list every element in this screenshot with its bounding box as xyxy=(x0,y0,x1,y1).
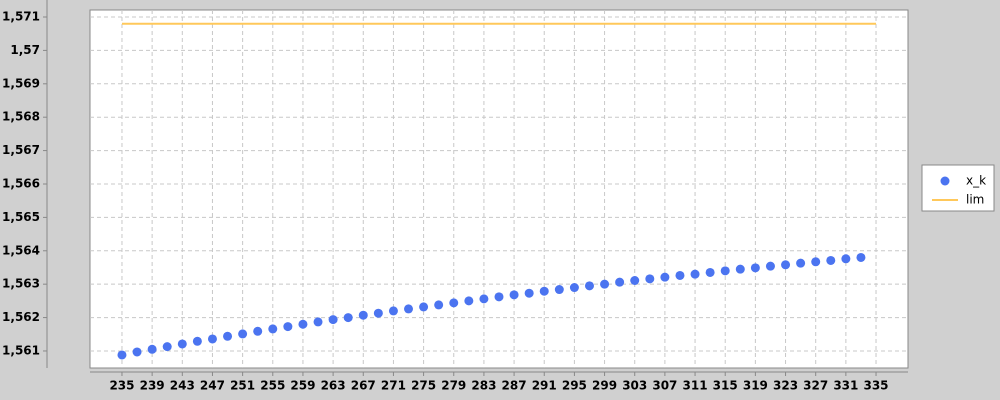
point xyxy=(434,300,444,310)
legend-swatch xyxy=(940,176,950,186)
y-tick-label: 1,563 xyxy=(2,277,40,291)
point xyxy=(750,263,760,273)
x-tick-label: 283 xyxy=(471,379,496,393)
point xyxy=(509,290,519,300)
point xyxy=(192,336,202,346)
x-tick-label: 259 xyxy=(290,379,315,393)
y-tick-label: 1,57 xyxy=(10,43,40,57)
point xyxy=(373,308,383,318)
x-tick-label: 307 xyxy=(652,379,677,393)
point xyxy=(162,342,172,352)
plot-area xyxy=(89,9,909,369)
x-tick-label: 243 xyxy=(170,379,195,393)
point xyxy=(494,292,504,302)
x-tick-label: 291 xyxy=(532,379,557,393)
x-tick-label: 279 xyxy=(441,379,466,393)
point xyxy=(283,322,293,332)
point xyxy=(841,254,851,264)
y-tick-label: 1,564 xyxy=(2,243,40,257)
point xyxy=(856,252,866,262)
point xyxy=(584,281,594,291)
y-tick-label: 1,561 xyxy=(2,343,40,357)
point xyxy=(765,261,775,271)
point xyxy=(796,258,806,268)
point xyxy=(554,285,564,295)
point xyxy=(132,347,142,357)
point xyxy=(735,264,745,274)
x-tick-label: 271 xyxy=(381,379,406,393)
point xyxy=(449,298,459,308)
y-tick-label: 1,568 xyxy=(2,110,40,124)
point xyxy=(826,255,836,265)
y-tick-label: 1,565 xyxy=(2,210,40,224)
point xyxy=(358,310,368,320)
point xyxy=(117,350,127,360)
x-tick-label: 247 xyxy=(200,379,225,393)
point xyxy=(207,334,217,344)
point xyxy=(313,317,323,327)
point xyxy=(268,324,278,334)
x-tick-label: 311 xyxy=(683,379,708,393)
point xyxy=(238,329,248,339)
x-tick-label: 255 xyxy=(260,379,285,393)
point xyxy=(479,294,489,304)
x-tick-label: 335 xyxy=(863,379,888,393)
point xyxy=(343,313,353,323)
point xyxy=(464,296,474,306)
point xyxy=(645,274,655,284)
x-tick-label: 315 xyxy=(713,379,738,393)
point xyxy=(177,339,187,349)
y-tick-label: 1,566 xyxy=(2,176,40,190)
x-tick-label: 331 xyxy=(833,379,858,393)
point xyxy=(660,272,670,282)
legend-label: x_k xyxy=(966,174,986,188)
y-tick-label: 1,569 xyxy=(2,76,40,90)
point xyxy=(388,306,398,316)
point xyxy=(600,279,610,289)
point xyxy=(419,302,429,312)
point xyxy=(328,315,338,325)
point xyxy=(524,288,534,298)
x-tick-label: 267 xyxy=(351,379,376,393)
x-tick-label: 251 xyxy=(230,379,255,393)
point xyxy=(253,326,263,336)
y-tick-label: 1,571 xyxy=(2,10,40,24)
point xyxy=(720,266,730,276)
point xyxy=(675,270,685,280)
x-tick-label: 235 xyxy=(109,379,134,393)
x-tick-label: 263 xyxy=(321,379,346,393)
legend xyxy=(921,164,995,212)
x-tick-label: 327 xyxy=(803,379,828,393)
point xyxy=(690,269,700,279)
x-tick-label: 319 xyxy=(743,379,768,393)
x-tick-label: 303 xyxy=(622,379,647,393)
point xyxy=(705,267,715,277)
x-tick-label: 295 xyxy=(562,379,587,393)
point xyxy=(569,283,579,293)
point xyxy=(539,286,549,296)
point xyxy=(615,277,625,287)
point xyxy=(781,260,791,270)
x-tick-label: 323 xyxy=(773,379,798,393)
x-tick-label: 299 xyxy=(592,379,617,393)
point xyxy=(811,257,821,267)
x-tick-label: 239 xyxy=(140,379,165,393)
legend-label: lim xyxy=(966,193,984,207)
point xyxy=(404,304,414,314)
point xyxy=(630,276,640,286)
point xyxy=(298,319,308,329)
point xyxy=(147,344,157,354)
x-tick-label: 275 xyxy=(411,379,436,393)
y-tick-label: 1,562 xyxy=(2,310,40,324)
point xyxy=(223,331,233,341)
x-tick-label: 287 xyxy=(502,379,527,393)
y-tick-label: 1,567 xyxy=(2,143,40,157)
